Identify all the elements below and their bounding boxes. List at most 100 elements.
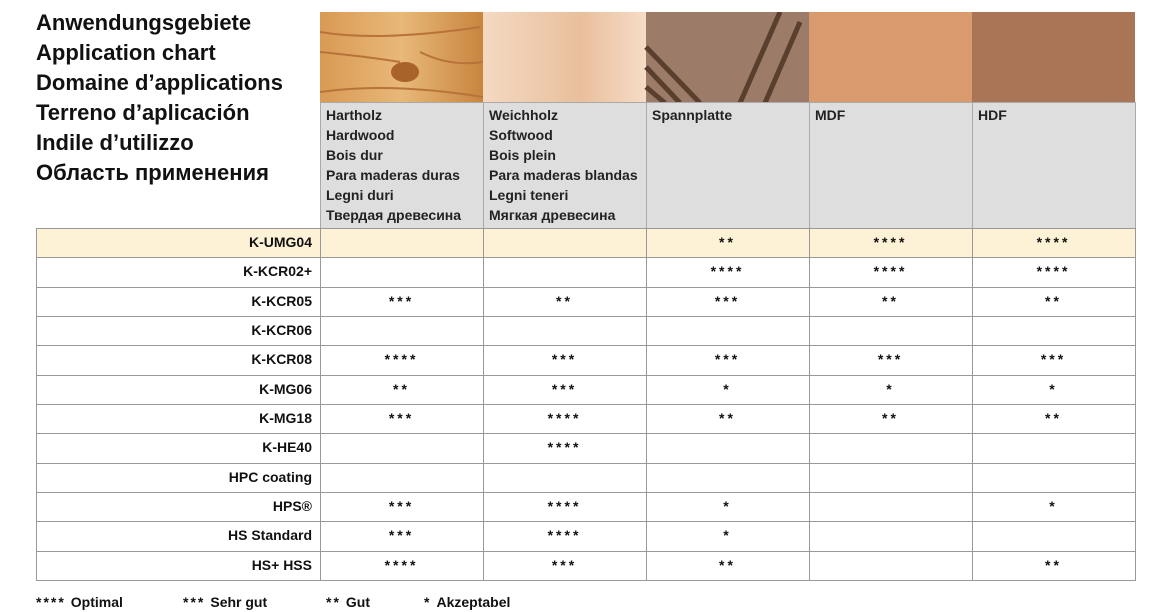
rating: *** bbox=[388, 497, 415, 514]
rating-cell bbox=[483, 315, 647, 347]
column-label: Мягкая древесина bbox=[489, 207, 616, 223]
row-name: K-KCR02+ bbox=[243, 263, 312, 280]
rating-cell bbox=[972, 462, 1136, 493]
chipboard-image bbox=[646, 12, 809, 103]
rating-cell bbox=[320, 257, 484, 288]
column-label: Spannplatte bbox=[652, 107, 733, 123]
rating-cell bbox=[320, 315, 484, 347]
rating-cell bbox=[972, 550, 1136, 581]
title-line: Domaine d’applications bbox=[36, 70, 283, 95]
legend-symbol: * bbox=[424, 594, 432, 610]
title-line: Anwendungsgebiete bbox=[36, 10, 252, 35]
row-name: K-MG18 bbox=[259, 409, 312, 426]
legend-symbol: ** bbox=[326, 594, 341, 610]
legend-label: Optimal bbox=[70, 594, 123, 610]
rating-cell bbox=[320, 462, 484, 493]
column-label: Bois dur bbox=[326, 147, 383, 163]
softwood-image bbox=[483, 12, 646, 103]
rating: ** bbox=[719, 409, 736, 426]
rating: ** bbox=[719, 556, 736, 573]
rating: ** bbox=[1045, 556, 1062, 573]
rating: *** bbox=[388, 409, 415, 426]
rating: ** bbox=[393, 380, 410, 397]
column-label: Hartholz bbox=[326, 107, 382, 123]
column-label: Para maderas duras bbox=[326, 167, 460, 183]
rating: ** bbox=[1045, 409, 1062, 426]
rating-cell bbox=[809, 315, 973, 347]
title-line: Область применения bbox=[36, 160, 269, 185]
column-label: Hardwood bbox=[326, 127, 395, 143]
rating: **** bbox=[1036, 263, 1071, 280]
rating: * bbox=[723, 497, 732, 514]
column-label: MDF bbox=[815, 107, 846, 123]
row-name: K-KCR06 bbox=[251, 321, 312, 338]
rating: *** bbox=[388, 527, 415, 544]
rating-cell bbox=[320, 228, 484, 259]
row-name: HPS® bbox=[272, 497, 312, 514]
title-line: Application chart bbox=[36, 40, 216, 65]
rating: *** bbox=[877, 351, 904, 368]
row-label-cell bbox=[36, 228, 321, 259]
rating-cell bbox=[646, 433, 810, 464]
rating-cell bbox=[320, 433, 484, 464]
rating: **** bbox=[384, 351, 419, 368]
rating-cell bbox=[809, 550, 973, 581]
rating-cell bbox=[646, 462, 810, 493]
rating: *** bbox=[388, 292, 415, 309]
mdf-image bbox=[809, 12, 972, 103]
rating: *** bbox=[551, 556, 578, 573]
rating: ** bbox=[719, 234, 736, 250]
column-header bbox=[972, 102, 1136, 229]
column-label: Weichholz bbox=[489, 107, 558, 123]
rating: ** bbox=[882, 409, 899, 426]
row-name: HPC coating bbox=[228, 468, 312, 485]
rating-cell bbox=[483, 462, 647, 493]
column-label: HDF bbox=[978, 107, 1007, 123]
row-name: K-KCR05 bbox=[251, 292, 312, 309]
column-header bbox=[646, 102, 810, 229]
column-label: Legni teneri bbox=[489, 187, 569, 203]
material-images bbox=[320, 12, 1135, 103]
rating: ** bbox=[556, 292, 573, 309]
rating: **** bbox=[547, 527, 582, 544]
rating-cell bbox=[809, 462, 973, 493]
row-name: K-UMG04 bbox=[248, 234, 312, 250]
rating: * bbox=[723, 527, 732, 544]
rating-cell bbox=[972, 315, 1136, 347]
rating: **** bbox=[873, 234, 908, 250]
hdf-image bbox=[972, 12, 1135, 103]
title-line: Indile d’utilizzo bbox=[36, 130, 194, 155]
rating: **** bbox=[547, 497, 582, 514]
rating: *** bbox=[1040, 351, 1067, 368]
rating: **** bbox=[710, 263, 745, 280]
rating: **** bbox=[547, 409, 582, 426]
rating: **** bbox=[547, 439, 582, 456]
rating-cell bbox=[972, 521, 1136, 552]
rating: *** bbox=[714, 292, 741, 309]
column-header bbox=[809, 102, 973, 229]
column-label: Softwood bbox=[489, 127, 553, 143]
rating: *** bbox=[551, 380, 578, 397]
rating-cell bbox=[809, 433, 973, 464]
row-name: K-MG06 bbox=[259, 380, 312, 397]
rating-cell bbox=[483, 228, 647, 259]
knot bbox=[391, 62, 419, 82]
rating: **** bbox=[1036, 234, 1071, 250]
rating-cell bbox=[809, 521, 973, 552]
column-label: Legni duri bbox=[326, 187, 394, 203]
legend-label: Gut bbox=[345, 594, 371, 610]
rating: ** bbox=[882, 292, 899, 309]
row-name: HS Standard bbox=[227, 527, 312, 544]
column-label: Твердая древесина bbox=[326, 207, 462, 223]
row-name: HS+ HSS bbox=[251, 556, 312, 573]
rating: **** bbox=[384, 556, 419, 573]
rating-cell bbox=[972, 433, 1136, 464]
rating: **** bbox=[873, 263, 908, 280]
legend-label: Akzeptabel bbox=[436, 594, 511, 610]
rating: * bbox=[886, 380, 895, 397]
rating-cell bbox=[809, 491, 973, 523]
rating: *** bbox=[551, 351, 578, 368]
legend-symbol: *** bbox=[183, 594, 206, 610]
rating: ** bbox=[1045, 292, 1062, 309]
